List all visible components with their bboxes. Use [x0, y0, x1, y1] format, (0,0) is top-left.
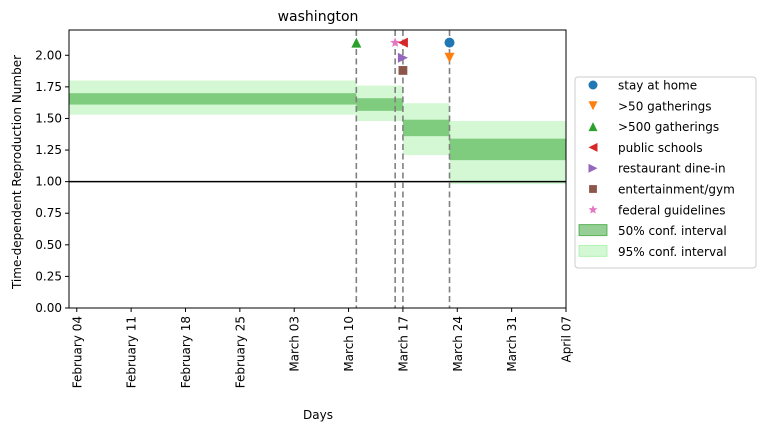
legend-marker-4: [588, 163, 598, 173]
plot-frame: [68, 29, 567, 309]
event-marker-5: [398, 66, 408, 75]
legend-label-2: >500 gatherings: [618, 120, 719, 134]
legend-marker-3: [588, 142, 598, 152]
y-tick-label-2: 0.50: [35, 238, 62, 252]
x-axis-label: Days: [303, 408, 333, 422]
y-tick-label-5: 1.25: [35, 143, 62, 157]
event-marker-1: [444, 52, 455, 63]
y-axis-label: Time-dependent Reproduction Number: [10, 55, 24, 290]
legend-label-7: 50% conf. interval: [618, 224, 727, 238]
legend-label-8: 95% conf. interval: [618, 245, 727, 259]
y-tick-label-3: 0.75: [35, 206, 62, 220]
x-tick-label-3: February 25: [233, 316, 247, 388]
x-tick-label-4: March 03: [288, 316, 302, 372]
legend-box: [574, 76, 757, 269]
legend-marker-0: [588, 80, 598, 90]
ci50-band-0: [69, 93, 357, 105]
y-tick-label-1: 0.25: [35, 269, 62, 283]
legend-marker-6: [588, 205, 598, 214]
event-marker-4: [397, 52, 408, 63]
y-axis-ticks: 0.00 0.25 0.50 0.75 1.00 1.25 1.50 1.75 2.00: [35, 48, 69, 315]
ci50-band-1: [356, 98, 403, 111]
legend-label-0: stay at home: [618, 79, 697, 93]
y-tick-label-6: 1.50: [35, 111, 62, 125]
legend-marker-1: [588, 101, 598, 111]
legend-swatch-8: [578, 244, 608, 257]
event-marker-6: [390, 37, 401, 47]
legend-label-1: >50 gatherings: [618, 99, 712, 113]
chart-title: washington: [278, 9, 359, 25]
ci50-band-3: [449, 138, 566, 161]
event-markers: [351, 37, 455, 75]
y-tick-label-0: 0.00: [35, 301, 62, 315]
legend-marker-5: [589, 185, 597, 193]
x-tick-label-2: February 18: [179, 316, 193, 388]
legend-label-4: restaurant dine-in: [618, 162, 726, 176]
x-tick-label-1: February 11: [125, 316, 139, 388]
x-tick-label-0: February 04: [70, 316, 84, 388]
x-axis-ticks: February 04 February 11 February 18 Februar…: [70, 308, 574, 388]
confidence-bands: [69, 80, 566, 185]
y-tick-label-4: 1.00: [35, 175, 62, 189]
x-tick-label-7: March 24: [451, 316, 465, 372]
x-tick-label-8: March 31: [505, 316, 519, 372]
event-marker-3: [397, 37, 408, 48]
legend-swatch-7: [578, 224, 608, 237]
y-tick-label-7: 1.75: [35, 80, 62, 94]
legend-label-5: entertainment/gym: [618, 183, 735, 197]
intervention-lines: [355, 30, 451, 308]
legend-marker-2: [588, 122, 598, 132]
ci50-band-2: [402, 119, 450, 137]
y-tick-label-8: 2.00: [35, 48, 62, 62]
x-tick-label-9: April 07: [560, 316, 574, 363]
x-tick-label-5: March 10: [342, 316, 356, 372]
event-marker-0: [444, 37, 455, 48]
legend-label-3: public schools: [618, 141, 703, 155]
legend: stay at home >50 gatherings >500 gathering…: [574, 76, 757, 269]
x-tick-label-6: March 17: [396, 316, 410, 372]
legend-label-6: federal guidelines: [618, 203, 726, 217]
event-marker-2: [351, 37, 362, 48]
